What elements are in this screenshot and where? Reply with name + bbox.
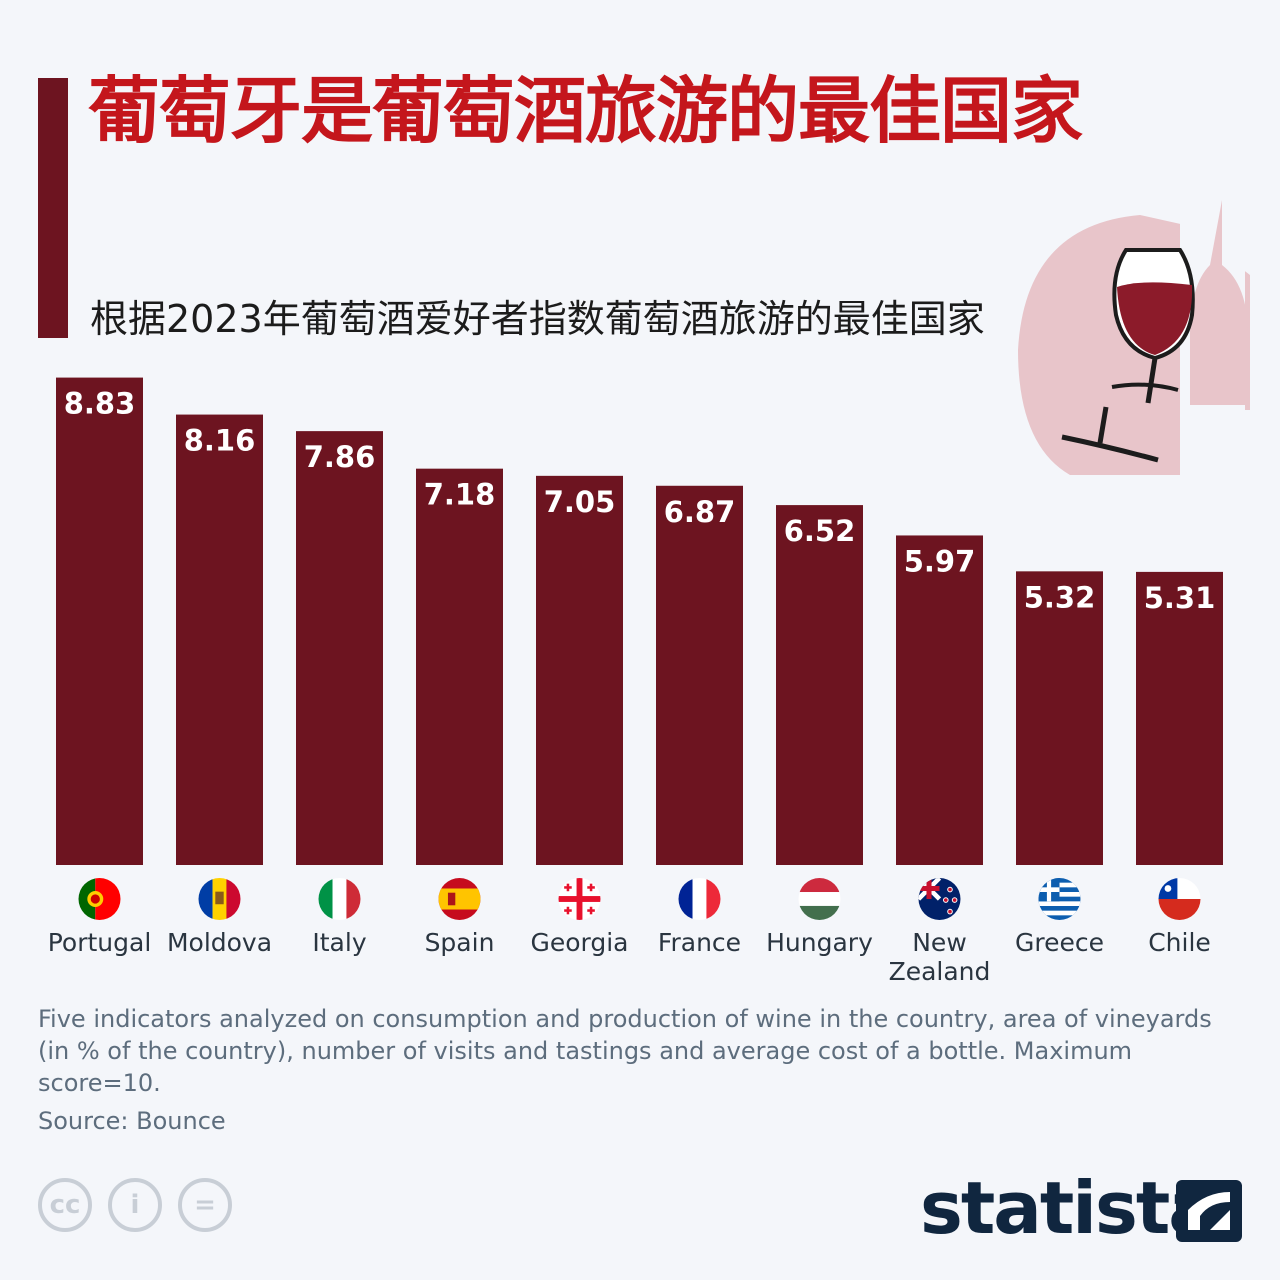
attribution-icon[interactable]: i: [108, 1178, 162, 1232]
new-zealand-flag-icon: [918, 878, 961, 920]
value-label: 5.31: [1144, 581, 1216, 615]
bar-france: [656, 485, 743, 865]
value-label: 5.97: [904, 544, 976, 578]
value-label: 7.86: [304, 440, 376, 474]
bar-new-zealand: [896, 535, 983, 865]
bar-georgia: [536, 475, 623, 865]
page-title: 葡萄牙是葡萄酒旅游的最佳国家: [88, 69, 1083, 153]
bar-moldova: [176, 414, 263, 865]
greece-flag-icon: [1038, 878, 1081, 920]
no-derivatives-icon[interactable]: =: [178, 1178, 232, 1232]
value-label: 6.87: [664, 495, 736, 529]
footnote: Five indicators analyzed on consumption …: [38, 1005, 1212, 1097]
statista-logo-mark-icon: [1176, 1180, 1242, 1242]
value-label: 7.05: [544, 485, 616, 519]
category-label: New Zealand: [889, 928, 991, 986]
value-label: 6.52: [784, 514, 856, 548]
georgia-flag-icon: [558, 878, 601, 920]
bar-italy: [296, 431, 383, 865]
category-label: Italy: [312, 928, 366, 957]
statista-logo[interactable]: statista: [920, 1166, 1217, 1250]
category-label: Greece: [1015, 928, 1104, 957]
source-note: Source: Bounce: [38, 1107, 226, 1135]
category-label: Hungary: [766, 928, 873, 957]
france-flag-icon: [678, 878, 721, 920]
category-label: Moldova: [167, 928, 272, 957]
value-label: 8.16: [184, 424, 256, 458]
bar-chile: [1136, 571, 1223, 865]
category-label: Portugal: [48, 928, 152, 957]
portugal-flag-icon: [78, 878, 121, 920]
bar-spain: [416, 468, 503, 865]
category-label: France: [658, 928, 741, 957]
license-icons: cc i =: [38, 1178, 232, 1232]
title-accent-bar: [38, 78, 68, 338]
category-label: Chile: [1148, 928, 1211, 957]
value-label: 5.32: [1024, 580, 1096, 614]
moldova-flag-icon: [198, 878, 241, 920]
category-label: Spain: [425, 928, 495, 957]
bar-chart: 8.83 8.16 7.86 7.18 7.05 6.87 6.52 5.97 5.32 5.31…: [48, 377, 1223, 986]
italy-flag-icon: [318, 878, 361, 920]
chile-flag-icon: [1158, 878, 1201, 920]
value-label: 7.18: [424, 478, 496, 512]
bar-hungary: [776, 505, 863, 865]
spain-flag-icon: [438, 878, 481, 920]
bar-portugal: [56, 377, 143, 865]
value-label: 8.83: [64, 387, 136, 421]
cc-icon[interactable]: cc: [38, 1178, 92, 1232]
page-subtitle: 根据2023年葡萄酒爱好者指数葡萄酒旅游的最佳国家: [90, 297, 985, 341]
bar-greece: [1016, 571, 1103, 865]
category-label: Georgia: [530, 928, 628, 957]
hungary-flag-icon: [798, 878, 841, 920]
wine-glass-illustration: [1018, 195, 1250, 475]
